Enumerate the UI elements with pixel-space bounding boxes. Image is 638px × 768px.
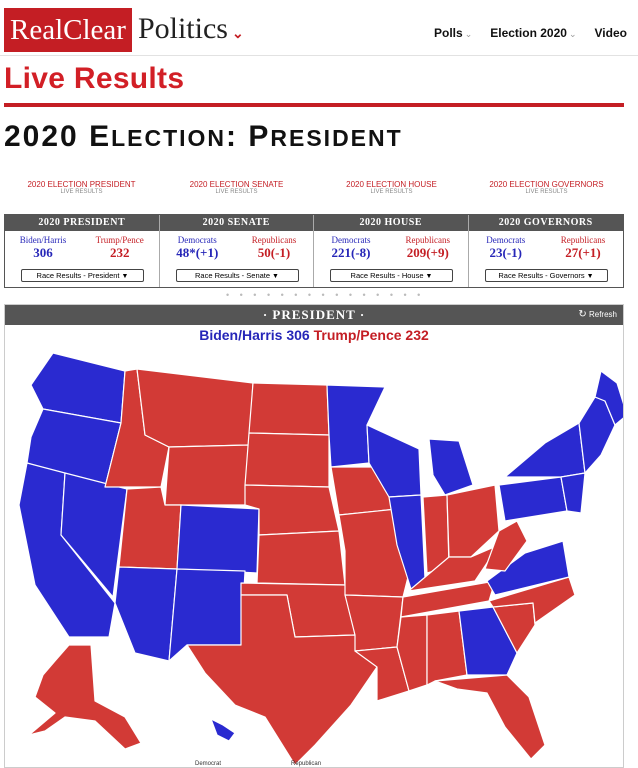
rep-result: Republicans 209(+9) <box>405 235 451 260</box>
link-house-results[interactable]: 2020 Election House LIVE RESULTS <box>346 180 437 195</box>
state-arizona[interactable] <box>114 566 178 662</box>
us-electoral-map[interactable] <box>5 345 623 765</box>
state-wyoming[interactable] <box>164 444 250 506</box>
state-kansas[interactable] <box>256 530 346 586</box>
dem-result: Democrats 23(-1) <box>486 235 526 260</box>
carousel-dots[interactable]: • • • • • • • • • • • • • • • <box>226 290 425 300</box>
chevron-down-icon: ▼ <box>586 273 594 280</box>
dem-result: Democrats 221(-8) <box>331 235 371 260</box>
state-hawaii[interactable] <box>210 718 236 742</box>
state-alaska[interactable] <box>28 644 142 750</box>
summary-senate: 2020 SENATE Democrats 48*(+1) Republicans… <box>159 215 314 287</box>
logo-realclear: RealClear <box>4 8 132 52</box>
link-senate-results[interactable]: 2020 Election Senate LIVE RESULTS <box>189 180 284 195</box>
link-president-results[interactable]: 2020 Election President LIVE RESULTS <box>27 180 136 195</box>
rep-result: Republicans 50(-1) <box>251 235 297 260</box>
electoral-tally: Biden/Harris 306 Trump/Pence 232 <box>5 327 623 343</box>
results-summary: 2020 PRESIDENT Biden/Harris 306 Trump/Pen… <box>4 214 624 288</box>
summary-house: 2020 HOUSE Democrats 221(-8) Republicans 2… <box>314 215 469 287</box>
results-links: 2020 Election President LIVE RESULTS 2020… <box>4 180 624 195</box>
legend-republican: Republican <box>291 761 322 767</box>
state-pennsylvania[interactable] <box>498 476 568 522</box>
nav-video[interactable]: Video <box>594 26 627 40</box>
link-governors-results[interactable]: 2020 Election Governors LIVE RESULTS <box>489 180 604 195</box>
chevron-down-icon: ⌄ <box>568 29 577 39</box>
president-map-panel: · PRESIDENT · ↻ Refresh Biden/Harris 306… <box>4 304 624 768</box>
race-select[interactable]: Race Results - President ▼ <box>21 269 144 282</box>
summary-title[interactable]: 2020 SENATE <box>159 215 313 231</box>
rep-tally: Trump/Pence 232 <box>313 327 429 343</box>
divider <box>4 103 624 107</box>
site-logo[interactable]: RealClear Politics ⌄ <box>4 8 244 52</box>
rep-result: Republicans 27(+1) <box>560 235 606 260</box>
state-mississippi[interactable] <box>396 614 428 692</box>
state-michigan[interactable] <box>428 438 474 496</box>
state-nebraska[interactable] <box>244 484 340 536</box>
race-select[interactable]: Race Results - Senate ▼ <box>175 269 299 282</box>
nav-election-2020[interactable]: Election 2020 ⌄ <box>490 26 577 40</box>
site-header: RealClear Politics ⌄ Polls ⌄ Election 202… <box>0 0 638 56</box>
chevron-down-icon[interactable]: ⌄ <box>231 25 244 41</box>
dem-tally: Biden/Harris 306 <box>199 327 310 343</box>
state-mid-atlantic[interactable] <box>560 472 586 514</box>
state-texas[interactable] <box>186 594 378 765</box>
summary-title[interactable]: 2020 HOUSE <box>314 215 468 231</box>
state-maine[interactable] <box>594 370 623 426</box>
map-legend: Democrat Republican <box>195 761 321 767</box>
state-alabama[interactable] <box>426 610 468 686</box>
chevron-down-icon: ▼ <box>272 273 279 280</box>
state-colorado[interactable] <box>176 504 260 574</box>
summary-president: 2020 PRESIDENT Biden/Harris 306 Trump/Pen… <box>5 215 160 287</box>
logo-politics: Politics <box>137 12 228 45</box>
panel-title: · PRESIDENT · <box>262 307 366 322</box>
election-title: 2020 ELECTION: PRESIDENT <box>4 120 403 153</box>
state-georgia[interactable] <box>458 606 518 676</box>
refresh-icon: ↻ <box>578 309 587 320</box>
rep-result: Trump/Pence 232 <box>95 235 144 260</box>
summary-governors: 2020 GOVERNORS Democrats 23(-1) Republica… <box>468 215 623 287</box>
summary-title[interactable]: 2020 PRESIDENT <box>5 215 159 231</box>
race-select[interactable]: Race Results - Governors ▼ <box>484 269 608 282</box>
state-montana[interactable] <box>136 368 254 448</box>
state-new-york[interactable] <box>504 422 586 478</box>
state-virginia[interactable] <box>486 540 570 596</box>
page-title: Live Results <box>4 62 185 95</box>
nav-polls[interactable]: Polls ⌄ <box>434 26 473 40</box>
panel-header: · PRESIDENT · ↻ Refresh <box>5 305 623 325</box>
state-north-dakota[interactable] <box>248 382 330 436</box>
dem-result: Biden/Harris 306 <box>19 235 67 260</box>
race-select[interactable]: Race Results - House ▼ <box>330 269 453 282</box>
state-south-dakota[interactable] <box>244 432 330 488</box>
chevron-down-icon: ▼ <box>425 273 433 280</box>
chevron-down-icon: ⌄ <box>464 29 473 39</box>
state-ohio[interactable] <box>446 484 500 558</box>
chevron-down-icon: ▼ <box>121 273 129 280</box>
state-west-virginia[interactable] <box>484 520 528 572</box>
dem-result: Democrats 48*(+1) <box>176 235 219 260</box>
summary-title[interactable]: 2020 GOVERNORS <box>468 215 623 231</box>
state-florida[interactable] <box>434 674 546 760</box>
main-nav: Polls ⌄ Election 2020 ⌄ Video <box>434 26 627 40</box>
state-louisiana[interactable] <box>354 646 410 702</box>
refresh-button[interactable]: ↻ Refresh <box>578 309 617 320</box>
legend-democrat: Democrat <box>195 761 222 767</box>
